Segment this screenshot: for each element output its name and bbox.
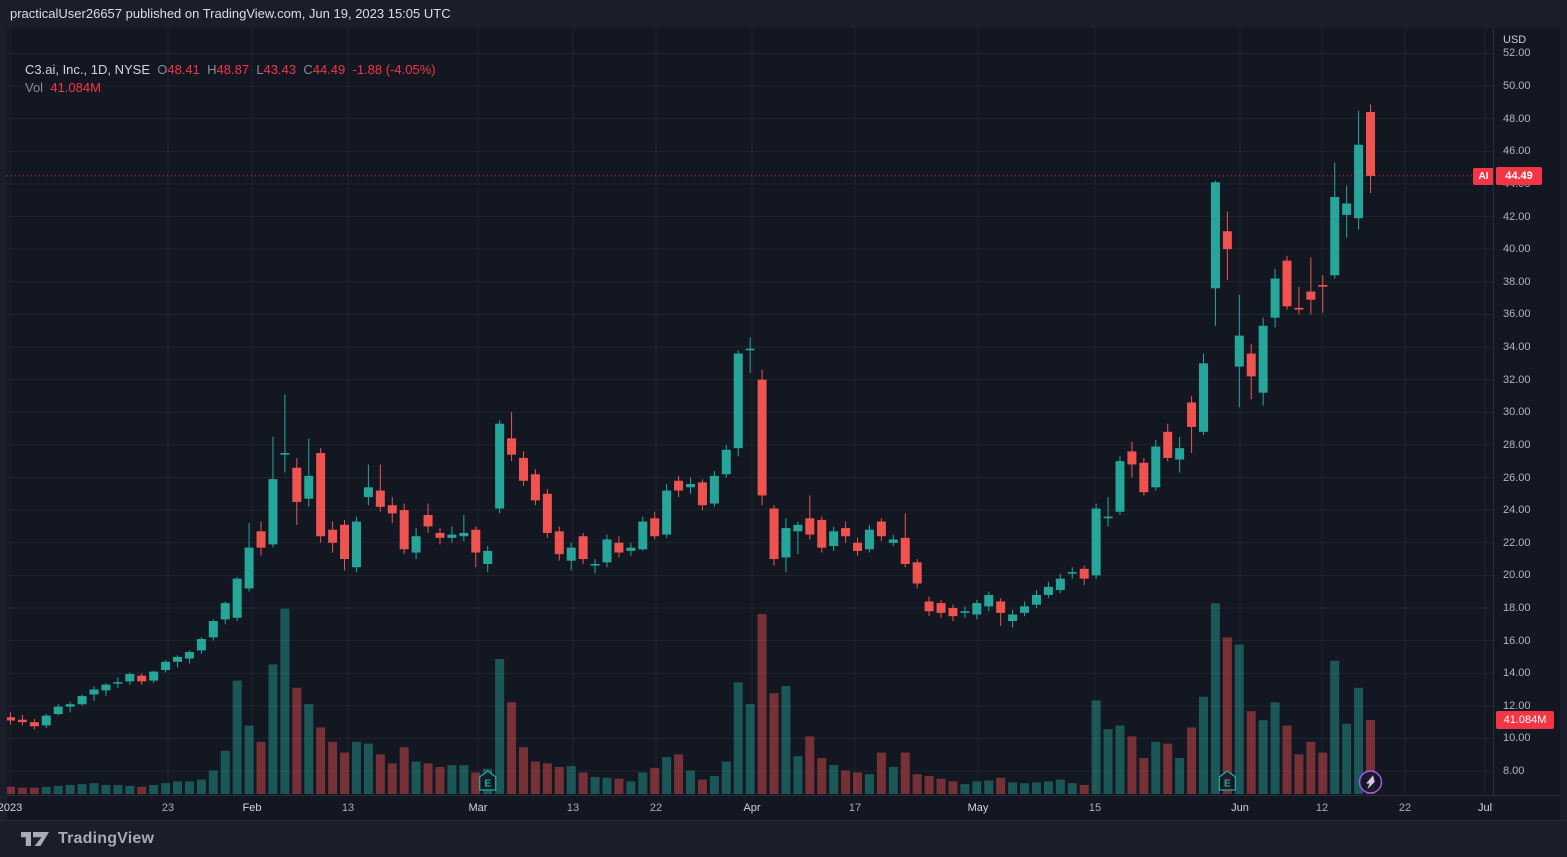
price-tick-label: 24.00	[1503, 504, 1531, 517]
price-tick-label: 14.00	[1503, 667, 1531, 680]
low-value: 43.43	[263, 62, 297, 77]
price-tick-label: 8.00	[1503, 765, 1525, 778]
price-tick-label: 22.00	[1503, 536, 1531, 549]
price-axis[interactable]: USD 52.0050.0048.0046.0044.0042.0040.003…	[1493, 28, 1560, 795]
time-tick-label: Feb	[242, 802, 262, 814]
price-tick-label: 38.00	[1503, 275, 1531, 288]
last-price-badge: 44.49	[1496, 167, 1542, 185]
price-tick-label: 52.00	[1503, 47, 1531, 60]
open-label: O	[157, 62, 168, 77]
time-tick-label: Apr	[743, 802, 761, 814]
price-tick-label: 20.00	[1503, 569, 1531, 582]
volume-label: Vol	[25, 80, 44, 95]
time-tick-label: 15	[1088, 802, 1102, 814]
legend-ohlc-row: C3.ai, Inc., 1D, NYSE O48.41 H48.87 L43.…	[25, 61, 436, 78]
price-tick-label: 18.00	[1503, 601, 1531, 614]
currency-label: USD	[1503, 34, 1527, 46]
time-tick-label: 13	[566, 802, 580, 814]
price-tick-label: 10.00	[1503, 732, 1531, 745]
price-tick-label: 30.00	[1503, 406, 1531, 419]
price-tick-label: 36.00	[1503, 308, 1531, 321]
price-tick-label: 40.00	[1503, 243, 1531, 256]
svg-text:E: E	[484, 779, 491, 790]
time-tick-label: 23	[161, 802, 175, 814]
close-value: 44.49	[312, 62, 346, 77]
price-tick-label: 34.00	[1503, 341, 1531, 354]
time-tick-label: 12	[1315, 802, 1329, 814]
time-tick-label: 22	[649, 802, 663, 814]
price-tick-label: 28.00	[1503, 438, 1531, 451]
symbol-legend: C3.ai, Inc., 1D, NYSE O48.41 H48.87 L43.…	[25, 61, 436, 96]
brand-name[interactable]: TradingView	[58, 830, 155, 847]
lightning-bolt-icon	[1366, 776, 1376, 789]
price-tick-label: 26.00	[1503, 471, 1531, 484]
close-label: C	[303, 62, 313, 77]
high-label: H	[207, 62, 217, 77]
open-value: 48.41	[167, 62, 200, 77]
time-axis[interactable]: 2023 23 Feb 13 Mar 13 22 Apr 17 May 15 Jun 12 22 Jul	[0, 795, 1560, 820]
publish-header: practicalUser26657 published on TradingV…	[0, 0, 1567, 28]
time-tick-label: 22	[1398, 802, 1412, 814]
time-tick-label: May	[967, 802, 989, 814]
change-value: -1.88 (-4.05%)	[352, 62, 436, 77]
price-tick-label: 32.00	[1503, 373, 1531, 386]
time-tick-label: Jul	[1477, 802, 1493, 814]
time-tick-label: 13	[341, 802, 355, 814]
price-tick-label: 48.00	[1503, 112, 1531, 125]
svg-text:E: E	[1224, 779, 1231, 790]
volume-value: 41.084M	[50, 80, 101, 95]
time-tick-label: 17	[848, 802, 862, 814]
legend-volume-row: Vol 41.084M	[25, 79, 436, 96]
price-tick-label: 16.00	[1503, 634, 1531, 647]
time-tick-label: 2023	[0, 802, 23, 814]
footer: TradingView	[0, 820, 1567, 857]
earnings-marker-icon	[1218, 770, 1237, 791]
publish-header-text: practicalUser26657 published on TradingV…	[10, 6, 451, 21]
low-label: L	[256, 62, 264, 77]
time-tick-label: Mar	[468, 802, 488, 814]
earnings-marker-icon	[479, 770, 497, 791]
last-price-symbol-badge: AI	[1473, 168, 1493, 185]
last-volume-badge: 41.084M	[1496, 711, 1554, 729]
price-tick-label: 50.00	[1503, 80, 1531, 93]
symbol-title[interactable]: C3.ai, Inc., 1D, NYSE	[25, 62, 150, 77]
price-tick-label: 46.00	[1503, 145, 1531, 158]
time-tick-label: Jun	[1231, 802, 1249, 814]
high-value: 48.87	[216, 62, 250, 77]
tradingview-logo[interactable]	[20, 829, 50, 849]
price-tick-label: 12.00	[1503, 699, 1531, 712]
price-tick-label: 42.00	[1503, 210, 1531, 223]
